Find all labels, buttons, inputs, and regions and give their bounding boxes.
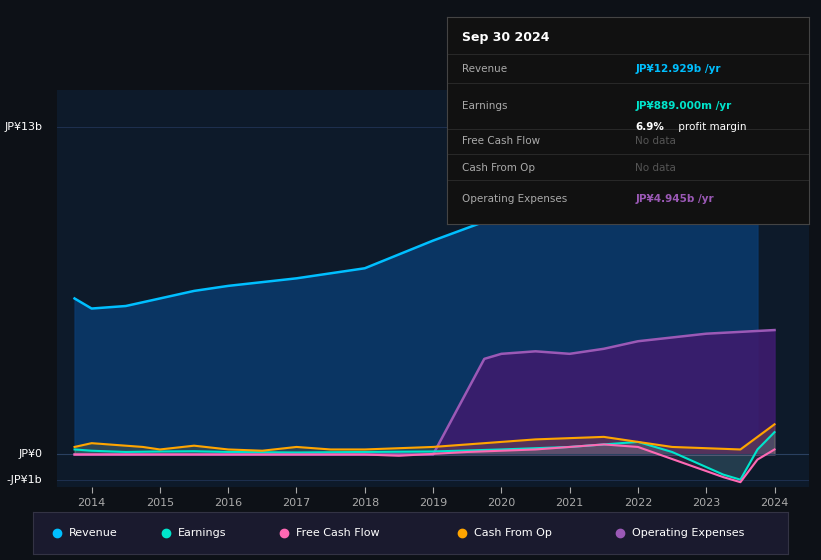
Text: Operating Expenses: Operating Expenses [462,194,567,204]
Text: Cash From Op: Cash From Op [462,163,535,173]
Text: No data: No data [635,136,677,146]
Text: Earnings: Earnings [462,101,507,111]
Text: Operating Expenses: Operating Expenses [632,529,744,538]
Text: JP¥13b: JP¥13b [4,122,43,132]
Text: JP¥0: JP¥0 [18,450,43,460]
Text: Sep 30 2024: Sep 30 2024 [462,31,549,44]
Text: Free Cash Flow: Free Cash Flow [296,529,380,538]
Text: Revenue: Revenue [69,529,118,538]
Text: Free Cash Flow: Free Cash Flow [462,136,540,146]
Text: Earnings: Earnings [178,529,227,538]
Text: profit margin: profit margin [675,122,746,132]
Text: JP¥4.945b /yr: JP¥4.945b /yr [635,194,714,204]
Text: No data: No data [635,163,677,173]
Text: 6.9%: 6.9% [635,122,664,132]
Text: JP¥12.929b /yr: JP¥12.929b /yr [635,64,721,73]
Text: -JP¥1b: -JP¥1b [7,475,43,484]
Text: Cash From Op: Cash From Op [474,529,552,538]
Text: Revenue: Revenue [462,64,507,73]
Text: JP¥889.000m /yr: JP¥889.000m /yr [635,101,732,111]
